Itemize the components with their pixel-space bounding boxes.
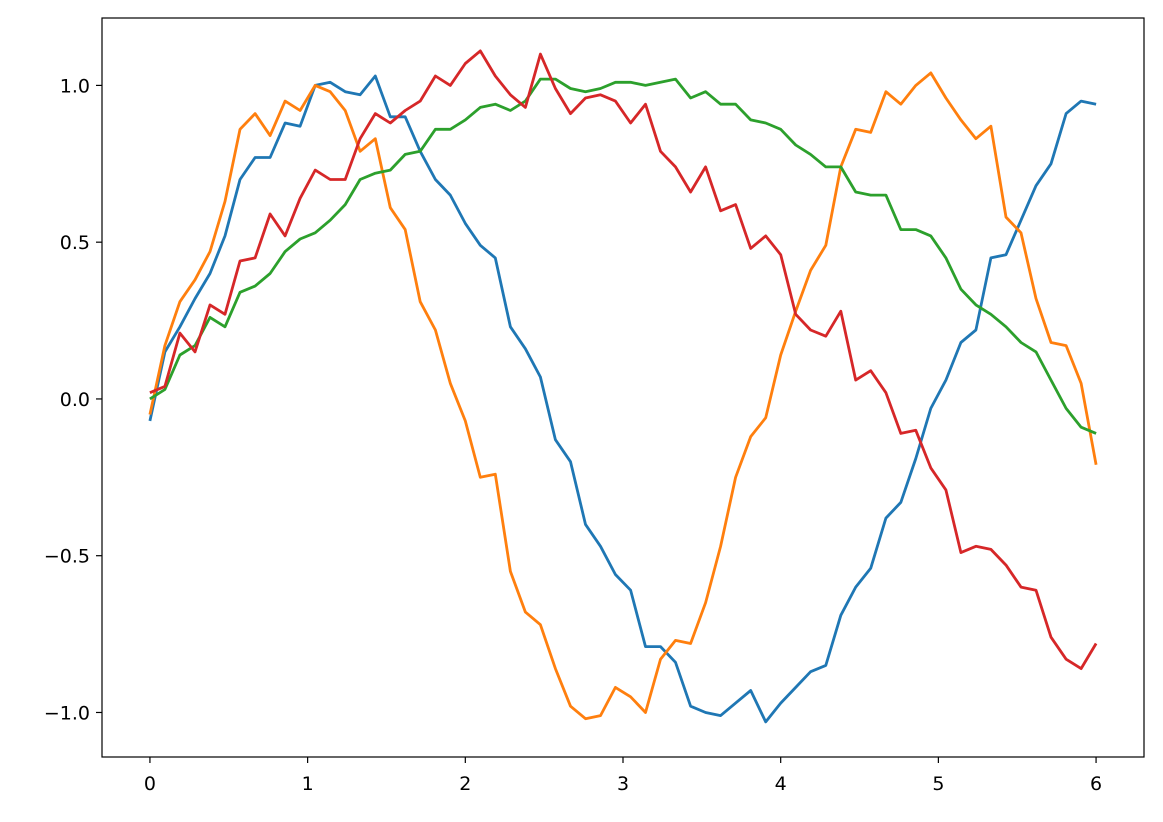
- x-tick-label: 3: [617, 773, 629, 795]
- series-layer: [148, 49, 1098, 724]
- y-tick-label: −0.5: [44, 546, 90, 568]
- x-tick-label: 4: [775, 773, 787, 795]
- series-line-3: [149, 49, 1098, 670]
- y-tick-label: 0.0: [60, 389, 90, 411]
- x-axis: 0 1 2 3 4 5 6: [144, 757, 1102, 795]
- series-line-1: [148, 71, 1098, 721]
- y-axis: −1.0 −0.5 0.0 0.5 1.0: [44, 75, 102, 724]
- y-tick-label: 1.0: [60, 75, 90, 97]
- series-line-2: [149, 77, 1097, 435]
- x-tick-label: 5: [932, 773, 944, 795]
- series-line-0: [148, 74, 1097, 724]
- x-tick-label: 2: [459, 773, 471, 795]
- x-tick-label: 6: [1090, 773, 1102, 795]
- y-tick-label: −1.0: [44, 702, 90, 724]
- x-tick-label: 1: [302, 773, 314, 795]
- x-tick-label: 0: [144, 773, 156, 795]
- y-tick-label: 0.5: [60, 232, 90, 254]
